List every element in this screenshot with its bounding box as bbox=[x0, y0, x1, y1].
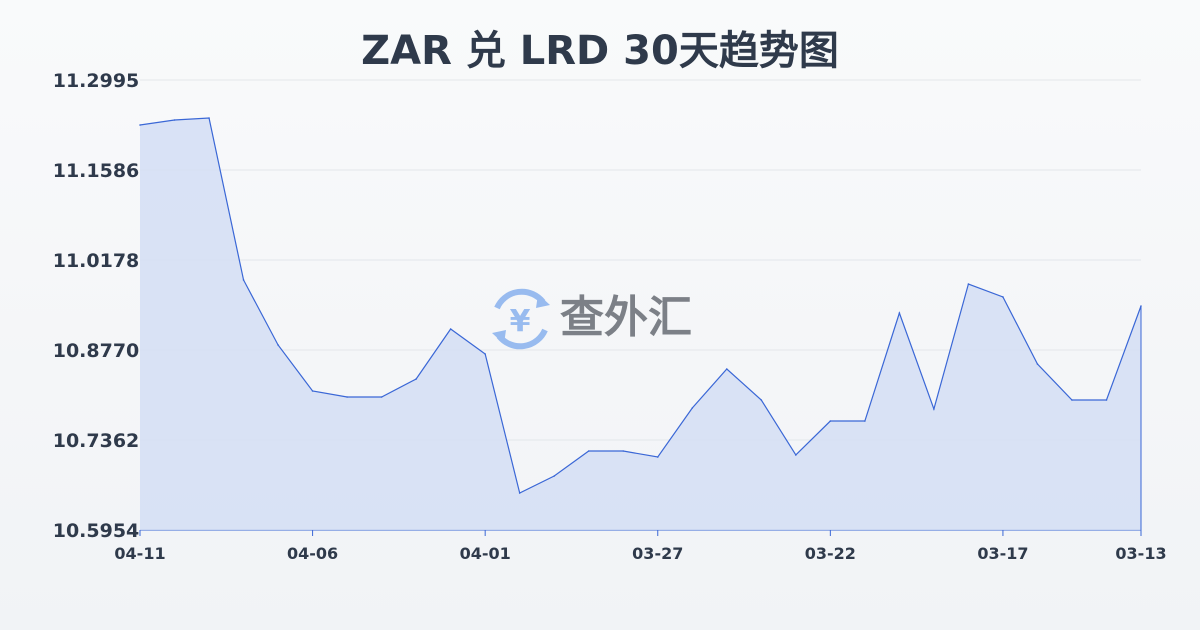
x-tick-label: 03-27 bbox=[632, 544, 683, 563]
data-point bbox=[346, 396, 348, 398]
x-tick-label: 03-22 bbox=[805, 544, 856, 563]
data-point bbox=[449, 328, 452, 330]
data-point bbox=[933, 408, 935, 410]
data-point bbox=[1036, 363, 1039, 365]
data-point bbox=[553, 475, 556, 477]
data-point bbox=[587, 450, 590, 452]
data-point bbox=[311, 390, 314, 392]
svg-text:¥: ¥ bbox=[510, 304, 531, 339]
yen-exchange-icon: ¥ bbox=[492, 288, 550, 350]
data-point bbox=[1071, 399, 1073, 401]
data-point bbox=[139, 124, 141, 126]
data-point bbox=[380, 396, 383, 398]
data-point bbox=[829, 420, 832, 422]
data-point bbox=[1140, 305, 1142, 307]
y-tick-label: 10.8770 bbox=[53, 340, 140, 362]
data-point bbox=[622, 450, 625, 452]
data-point bbox=[277, 344, 279, 346]
data-point bbox=[898, 312, 901, 314]
data-point bbox=[415, 378, 417, 380]
x-tick-label: 03-13 bbox=[1115, 544, 1166, 563]
watermark: ¥ 查外汇 bbox=[492, 288, 692, 350]
data-point bbox=[484, 353, 486, 355]
data-point bbox=[1105, 399, 1108, 401]
x-tick-label: 04-01 bbox=[460, 544, 511, 563]
data-point bbox=[760, 399, 763, 401]
chart-title: ZAR 兑 LRD 30天趋势图 bbox=[361, 28, 839, 74]
area-fill bbox=[140, 118, 1141, 530]
data-point bbox=[208, 117, 210, 119]
y-tick-label: 11.1586 bbox=[53, 160, 140, 182]
x-tick-label: 04-11 bbox=[114, 544, 165, 563]
data-point bbox=[795, 454, 797, 456]
watermark-text: 查外汇 bbox=[560, 292, 692, 343]
data-point bbox=[242, 279, 245, 281]
data-point bbox=[173, 119, 176, 121]
data-point bbox=[725, 368, 728, 370]
data-point bbox=[656, 456, 659, 458]
y-tick-label: 10.7362 bbox=[53, 430, 140, 452]
data-point bbox=[864, 420, 866, 422]
x-tick-label: 03-17 bbox=[977, 544, 1028, 563]
data-point bbox=[691, 407, 694, 409]
y-tick-label: 11.0178 bbox=[53, 250, 140, 272]
data-point bbox=[967, 283, 970, 285]
y-tick-label: 11.2995 bbox=[53, 70, 140, 92]
series-line bbox=[139, 117, 1142, 494]
y-tick-label: 10.5954 bbox=[53, 520, 140, 542]
x-tick-label: 04-06 bbox=[287, 544, 338, 563]
data-point bbox=[518, 492, 521, 494]
data-point bbox=[1002, 296, 1004, 298]
